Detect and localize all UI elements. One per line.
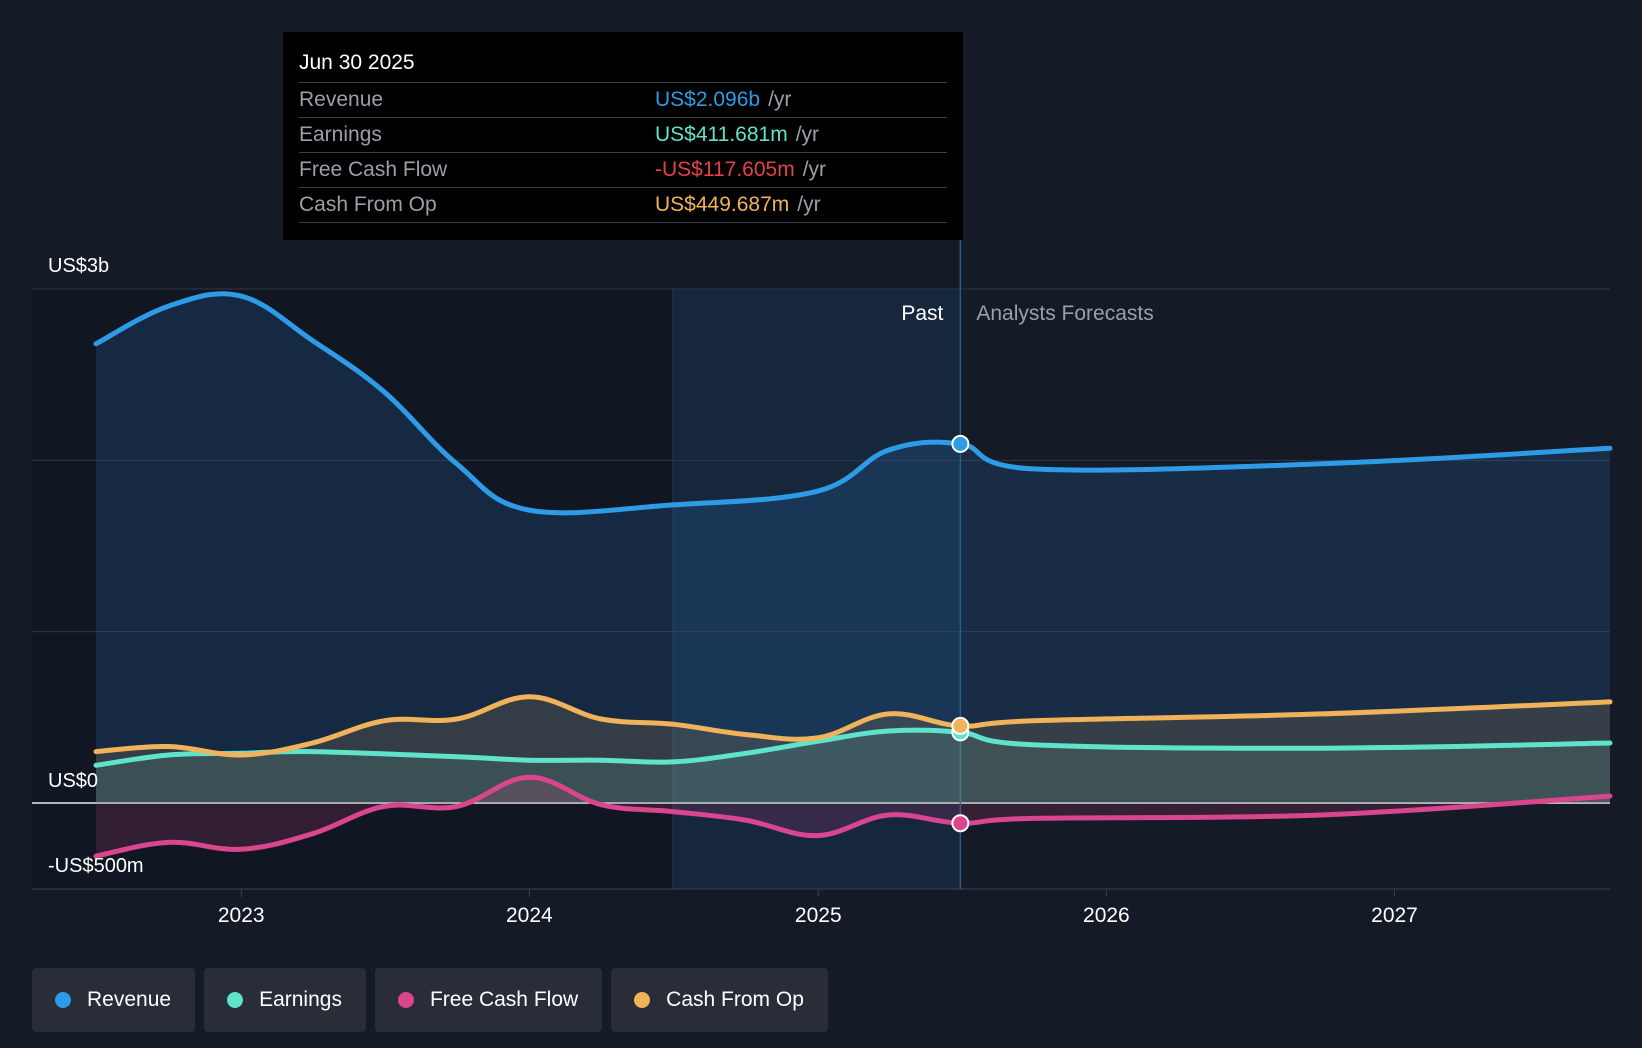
tooltip-value: US$449.687m: [655, 193, 790, 216]
tooltip-unit: /yr: [797, 193, 821, 216]
tooltip-value: -US$117.605m: [655, 158, 795, 181]
tooltip-unit: /yr: [768, 88, 792, 111]
legend-label: Free Cash Flow: [429, 988, 579, 1011]
financial-chart: US$3b US$0 -US$500m 2023 2024 2025 2026 2027 Pas…: [32, 240, 1613, 927]
tooltip-row-cash-from-op: Cash From Op US$449.687m /yr: [299, 187, 947, 223]
legend-item-revenue[interactable]: Revenue: [32, 968, 196, 1032]
tooltip-value: US$2.096b: [655, 88, 761, 111]
tooltip-row-revenue: Revenue US$2.096b /yr: [299, 82, 947, 117]
forecast-label: Analysts Forecasts: [976, 302, 1153, 325]
x-tick-label: 2026: [1083, 904, 1130, 927]
y-tick-label: US$3b: [48, 255, 109, 277]
tooltip-unit: /yr: [802, 158, 827, 181]
revenue-line: [93, 291, 1613, 516]
legend-label: Cash From Op: [666, 988, 804, 1011]
free-cash-flow-dot-icon: [397, 992, 414, 1008]
x-tick-label: 2025: [795, 904, 842, 927]
free-cash-flow-line: [93, 774, 1613, 859]
tooltip-row-free-cash-flow: Free Cash Flow -US$117.605m /yr: [299, 152, 947, 187]
tooltip-label: Free Cash Flow: [299, 158, 448, 181]
y-tick-label: US$0: [48, 770, 98, 792]
tooltip-label: Earnings: [299, 123, 382, 146]
x-tick-label: 2023: [218, 904, 265, 927]
legend-item-cash-from-op[interactable]: Cash From Op: [611, 968, 828, 1032]
x-tick-label: 2024: [506, 904, 553, 927]
cash-from-op-area: [96, 696, 1610, 803]
tooltip-label: Revenue: [299, 88, 384, 111]
earnings-dot-icon: [227, 992, 244, 1008]
tooltip-row-earnings: Earnings US$411.681m /yr: [299, 117, 947, 152]
tooltip: Jun 30 2025 Revenue US$2.096b /yr Earnin…: [283, 32, 963, 240]
tooltip-date: Jun 30 2025: [299, 51, 415, 74]
legend-item-free-cash-flow[interactable]: Free Cash Flow: [374, 968, 603, 1032]
free-cash-flow-marker: [951, 814, 970, 833]
legend-label: Revenue: [87, 988, 172, 1011]
revenue-dot-icon: [55, 992, 71, 1008]
tooltip-unit: /yr: [795, 123, 820, 146]
free-cash-flow-area: [96, 777, 1610, 857]
legend-item-earnings[interactable]: Earnings: [204, 968, 366, 1032]
tooltip-value: US$411.681m: [655, 123, 788, 146]
past-highlight-region: [673, 289, 961, 889]
legend: Revenue Earnings Free Cash Flow Cash Fro…: [32, 968, 828, 1032]
cash-from-op-dot-icon: [634, 992, 651, 1008]
legend-label: Earnings: [259, 988, 342, 1011]
revenue-marker: [951, 434, 970, 453]
y-tick-label: -US$500m: [48, 855, 144, 877]
x-tick-label: 2027: [1371, 904, 1418, 927]
tooltip-label: Cash From Op: [299, 193, 437, 216]
past-label: Past: [901, 302, 943, 325]
cash-from-op-marker: [951, 716, 970, 735]
cash-from-op-line: [93, 694, 1613, 758]
revenue-area: [96, 293, 1610, 803]
